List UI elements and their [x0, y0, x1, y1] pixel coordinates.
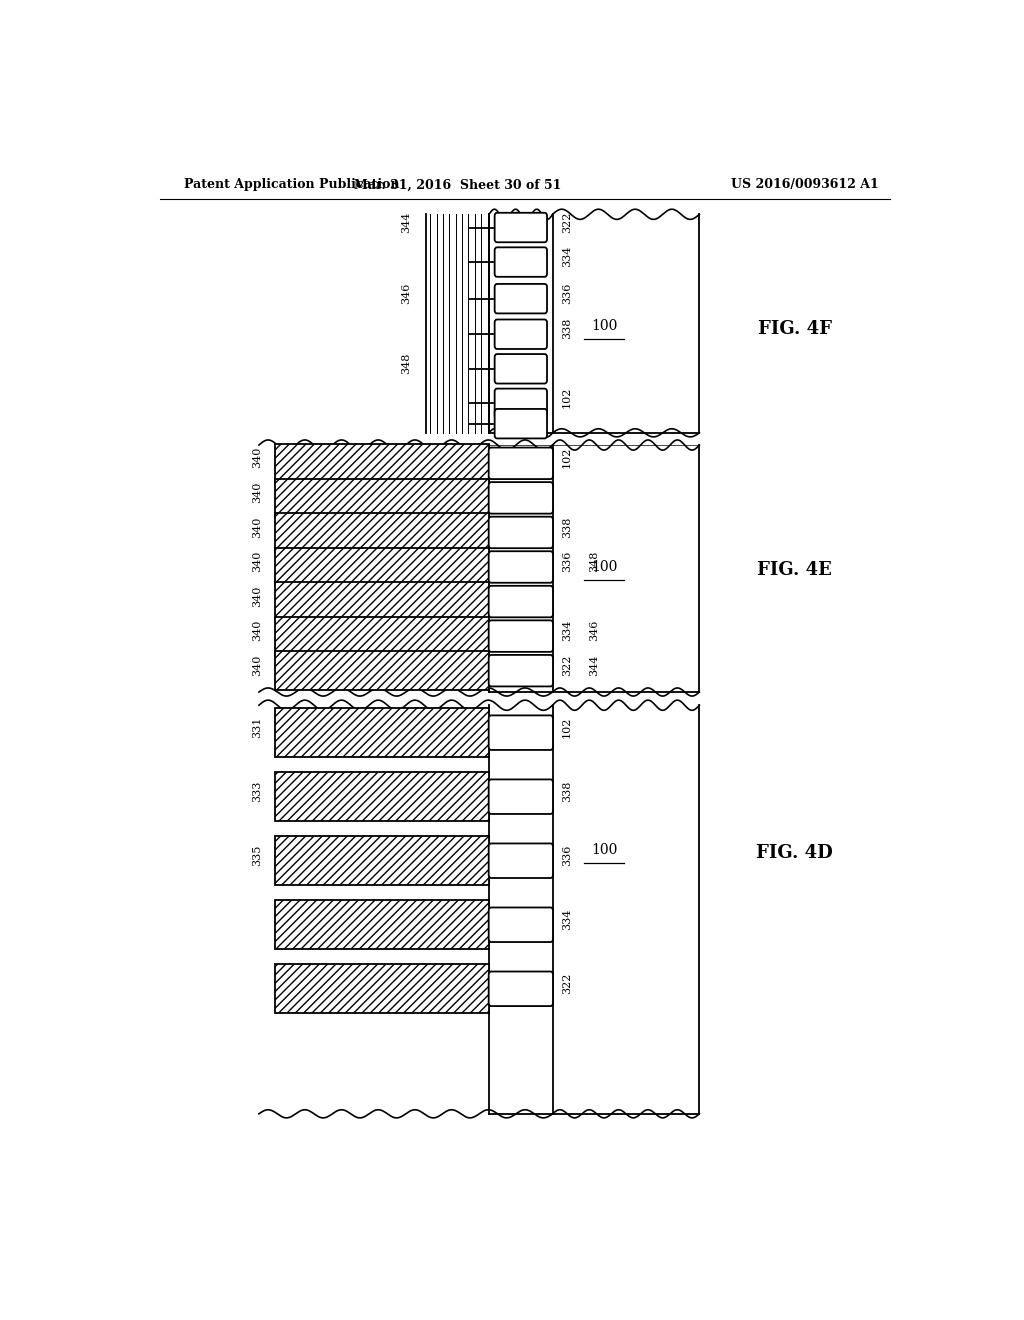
Bar — [274, 900, 489, 949]
FancyBboxPatch shape — [488, 482, 553, 513]
FancyBboxPatch shape — [495, 213, 547, 243]
Text: 333: 333 — [252, 780, 262, 801]
Bar — [274, 651, 489, 690]
Bar — [274, 582, 489, 620]
Bar — [274, 513, 489, 552]
FancyBboxPatch shape — [488, 516, 553, 548]
FancyBboxPatch shape — [495, 319, 547, 348]
Text: 100: 100 — [591, 560, 617, 574]
Bar — [274, 709, 489, 758]
Text: 340: 340 — [252, 655, 262, 676]
FancyBboxPatch shape — [495, 284, 547, 313]
Text: 340: 340 — [252, 516, 262, 537]
FancyBboxPatch shape — [495, 388, 547, 418]
Text: 336: 336 — [562, 282, 571, 304]
Text: 348: 348 — [589, 550, 599, 572]
Bar — [274, 772, 489, 821]
Text: 335: 335 — [252, 845, 262, 866]
Text: 338: 338 — [562, 780, 571, 801]
Text: US 2016/0093612 A1: US 2016/0093612 A1 — [731, 178, 879, 191]
FancyBboxPatch shape — [488, 972, 553, 1006]
Text: Mar. 31, 2016  Sheet 30 of 51: Mar. 31, 2016 Sheet 30 of 51 — [353, 178, 561, 191]
FancyBboxPatch shape — [495, 354, 547, 384]
Text: 338: 338 — [562, 318, 571, 339]
Text: 340: 340 — [252, 620, 262, 642]
Text: 334: 334 — [562, 908, 571, 929]
Text: 322: 322 — [562, 655, 571, 676]
Text: 340: 340 — [252, 585, 262, 607]
FancyBboxPatch shape — [495, 247, 547, 277]
Bar — [274, 837, 489, 886]
Text: 344: 344 — [589, 655, 599, 676]
Text: 334: 334 — [562, 246, 571, 267]
Bar — [274, 479, 489, 517]
Text: Patent Application Publication: Patent Application Publication — [183, 178, 399, 191]
Text: 336: 336 — [562, 845, 571, 866]
FancyBboxPatch shape — [488, 447, 553, 479]
Text: 336: 336 — [562, 550, 571, 572]
FancyBboxPatch shape — [488, 586, 553, 618]
FancyBboxPatch shape — [495, 409, 547, 438]
Text: 322: 322 — [562, 211, 571, 232]
Text: 331: 331 — [252, 717, 262, 738]
FancyBboxPatch shape — [488, 779, 553, 814]
Text: 338: 338 — [562, 516, 571, 537]
FancyBboxPatch shape — [488, 907, 553, 942]
Text: 102: 102 — [562, 447, 571, 469]
Text: 346: 346 — [400, 282, 411, 304]
Text: 340: 340 — [252, 482, 262, 503]
FancyBboxPatch shape — [488, 552, 553, 582]
Text: FIG. 4F: FIG. 4F — [758, 321, 831, 338]
FancyBboxPatch shape — [488, 715, 553, 750]
Text: 340: 340 — [252, 447, 262, 469]
Text: 322: 322 — [562, 973, 571, 994]
Text: FIG. 4D: FIG. 4D — [757, 843, 833, 862]
Text: FIG. 4E: FIG. 4E — [758, 561, 831, 579]
FancyBboxPatch shape — [488, 843, 553, 878]
Text: 102: 102 — [562, 387, 571, 408]
Text: 344: 344 — [400, 211, 411, 232]
FancyBboxPatch shape — [488, 620, 553, 652]
Text: 340: 340 — [252, 550, 262, 572]
Bar — [274, 444, 489, 483]
Text: 100: 100 — [591, 319, 617, 333]
Text: 102: 102 — [562, 717, 571, 738]
Text: 346: 346 — [589, 620, 599, 642]
Bar — [274, 548, 489, 586]
FancyBboxPatch shape — [488, 655, 553, 686]
Text: 348: 348 — [400, 352, 411, 374]
Text: 334: 334 — [562, 620, 571, 642]
Bar — [274, 616, 489, 656]
Bar — [274, 965, 489, 1014]
Text: 100: 100 — [591, 842, 617, 857]
